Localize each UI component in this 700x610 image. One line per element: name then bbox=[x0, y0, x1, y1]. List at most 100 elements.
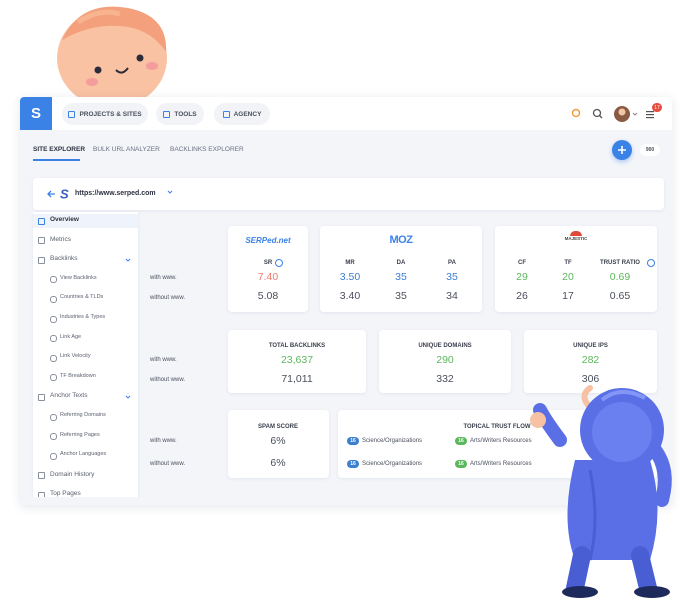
metric-without: 3.40 bbox=[339, 290, 361, 302]
row-label: with www. bbox=[150, 438, 177, 444]
nav-icon bbox=[68, 110, 76, 118]
sidebar-item[interactable]: Anchor Texts bbox=[50, 392, 88, 400]
brand-logo: S bbox=[20, 97, 52, 130]
metric-with: 3.50 bbox=[339, 271, 361, 283]
majestic-mark bbox=[570, 231, 582, 236]
sidebar-item[interactable]: Referring Domains bbox=[60, 412, 106, 418]
metric-without: 26 bbox=[516, 290, 528, 302]
sidebar-active bbox=[33, 214, 138, 228]
sidebar-item[interactable]: Referring Pages bbox=[60, 431, 100, 438]
stat-title: UNIQUE IPS bbox=[573, 343, 608, 349]
metric-card bbox=[320, 226, 482, 312]
topic-count: 16 bbox=[347, 437, 359, 445]
topic-name: Science/Organizations bbox=[362, 461, 423, 467]
chevron-icon bbox=[125, 258, 131, 262]
sidebar-item[interactable]: TF Breakdown bbox=[60, 372, 96, 379]
add-button[interactable] bbox=[612, 140, 632, 160]
metric-with: 35 bbox=[446, 271, 458, 283]
sidebar-icon bbox=[50, 276, 57, 284]
nav-label: PROJECTS & SITES bbox=[79, 110, 142, 118]
nav-label: TOOLS bbox=[174, 110, 197, 118]
metric-card bbox=[495, 226, 657, 312]
topic-count: 16 bbox=[347, 460, 359, 468]
sidebar bbox=[33, 212, 138, 497]
sidebar-fade bbox=[33, 497, 138, 505]
spam-without: 6% bbox=[270, 457, 286, 469]
sidebar-icon bbox=[38, 237, 45, 245]
metric-with: 20 bbox=[562, 271, 574, 283]
nav-right bbox=[568, 103, 668, 125]
info-icon bbox=[647, 259, 656, 267]
sidebar-item[interactable]: Metrics bbox=[50, 235, 71, 243]
sidebar-icon bbox=[38, 393, 45, 401]
sidebar-item[interactable]: Link Age bbox=[60, 333, 82, 340]
sidebar-icon bbox=[38, 256, 45, 264]
row-label: without www. bbox=[150, 295, 186, 301]
row-label: with www. bbox=[150, 275, 177, 281]
sidebar-icon bbox=[50, 413, 57, 421]
metric-without: 34 bbox=[446, 290, 458, 302]
back-arrow: S bbox=[47, 187, 69, 202]
nav-label: AGENCY bbox=[233, 110, 262, 118]
info-icon bbox=[274, 259, 283, 267]
spam-card bbox=[228, 410, 329, 478]
metric-label: DA bbox=[396, 260, 406, 266]
stat-card bbox=[524, 330, 657, 393]
card-logo: MOZ bbox=[389, 234, 413, 246]
metric-label: TRUST RATIO bbox=[600, 260, 640, 266]
nav-pill[interactable]: TOOLS bbox=[156, 103, 204, 125]
metric-without: 0.65 bbox=[609, 290, 631, 302]
metric-with: 35 bbox=[395, 271, 407, 283]
metric-card bbox=[228, 226, 308, 312]
metric-with: 7.40 bbox=[257, 271, 279, 283]
tab-underline bbox=[33, 159, 80, 161]
tab: BULK URL ANALYZER bbox=[93, 146, 160, 153]
row-label: without www. bbox=[150, 461, 186, 467]
sidebar-item[interactable]: Countries & TLDs bbox=[60, 294, 104, 301]
credits: 900 bbox=[640, 144, 660, 156]
spam-with: 6% bbox=[270, 435, 286, 447]
sidebar-icon bbox=[50, 335, 57, 343]
chevron bbox=[125, 394, 131, 400]
topic-count: 16 bbox=[455, 460, 467, 468]
metric-label: MR bbox=[345, 260, 355, 266]
stat-with: 290 bbox=[436, 354, 454, 366]
sidebar-icon bbox=[50, 315, 57, 323]
metric-label: PA bbox=[448, 260, 456, 266]
topical-title: TOPICAL TRUST FLOW bbox=[463, 424, 531, 430]
nav-pill[interactable]: PROJECTS & SITES bbox=[62, 103, 148, 125]
nav-icon bbox=[222, 110, 230, 118]
sidebar-item[interactable]: Domain History bbox=[50, 470, 95, 478]
sidebar-icon bbox=[50, 295, 57, 303]
metric-label: TF bbox=[564, 260, 572, 266]
sidebar-item[interactable]: Anchor Languages bbox=[60, 451, 107, 458]
topic-name: Arts/Writers Resources bbox=[470, 438, 532, 444]
stat-without: 71,011 bbox=[281, 373, 313, 385]
card-logo: MAJESTIC bbox=[564, 236, 588, 241]
sidebar-icon bbox=[50, 433, 57, 441]
metric-without: 35 bbox=[395, 290, 407, 302]
nav-icons bbox=[571, 106, 654, 122]
card-logo: SERPed.net bbox=[245, 236, 291, 245]
url: https://www.serped.com bbox=[75, 190, 156, 197]
sidebar-icon bbox=[50, 452, 57, 460]
sidebar-item[interactable]: Industries & Types bbox=[60, 314, 106, 320]
sidebar-icon bbox=[38, 472, 45, 480]
sidebar-item[interactable]: Link Velocity bbox=[60, 353, 91, 360]
nav-pill[interactable]: AGENCY bbox=[214, 103, 270, 125]
sidebar-item[interactable]: Backlinks bbox=[50, 255, 78, 263]
sidebar-item[interactable]: Top Pages bbox=[50, 490, 81, 498]
sidebar-item[interactable]: Overview bbox=[50, 216, 79, 223]
tab: BACKLINKS EXPLORER bbox=[170, 146, 244, 153]
chevron-icon bbox=[125, 396, 131, 400]
url-icons: S bbox=[46, 186, 76, 202]
sidebar-item[interactable]: View Backlinks bbox=[60, 274, 97, 281]
stat-card bbox=[379, 330, 511, 393]
plus-icon bbox=[618, 146, 626, 154]
row-label: with www. bbox=[150, 357, 177, 363]
stat-title: UNIQUE DOMAINS bbox=[418, 343, 472, 349]
metric-with: 29 bbox=[516, 271, 528, 283]
